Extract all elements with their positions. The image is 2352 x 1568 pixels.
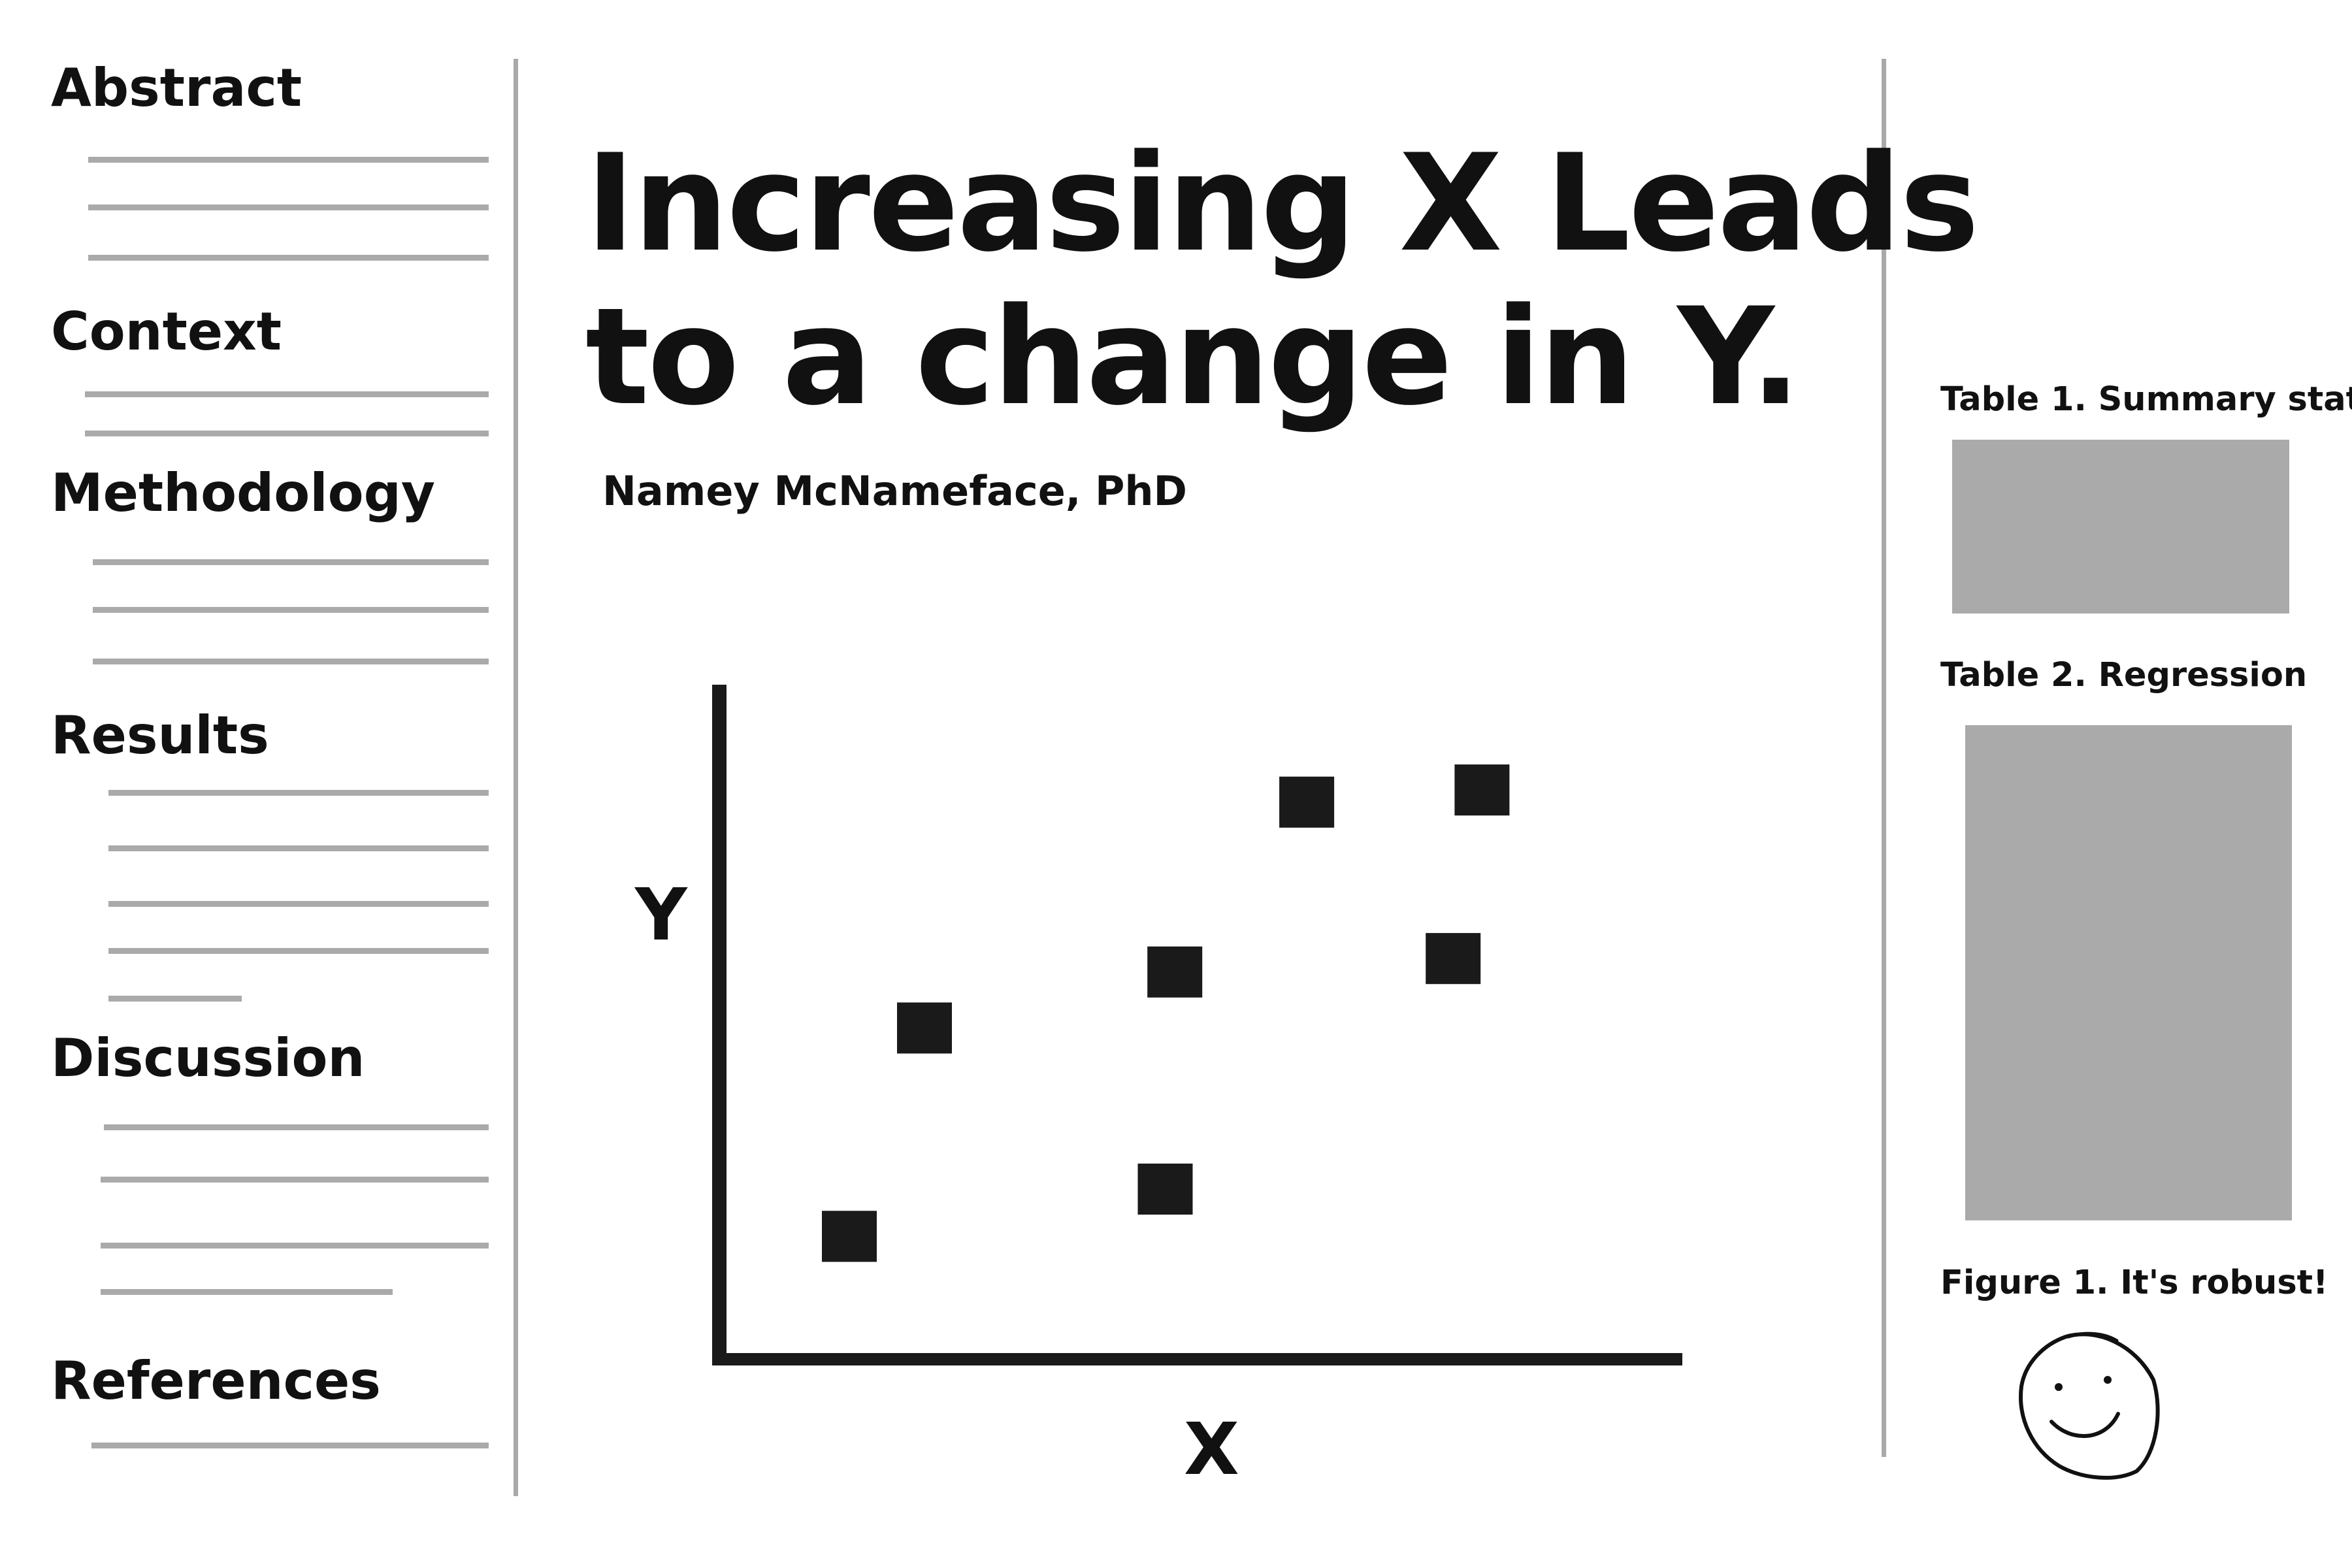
- section-heading-references: References: [51, 1350, 381, 1411]
- chart-x-axis-label: X: [1184, 1407, 1239, 1491]
- table-2-caption: Table 2. Regression: [1940, 656, 2308, 694]
- text-line: [85, 431, 489, 436]
- poster-title-line-1: Increasing X Leads: [585, 126, 1980, 282]
- text-line: [88, 157, 489, 163]
- figure-1-caption: Figure 1. It's robust!: [1940, 1264, 2328, 1302]
- table-2-placeholder: [1965, 725, 2292, 1220]
- chart-y-axis-label: Y: [635, 873, 687, 956]
- table-1-placeholder: [1952, 440, 2289, 613]
- poster-title-line-2: to a change in Y.: [585, 280, 1801, 435]
- right-column-divider: [1882, 59, 1886, 1457]
- text-line: [101, 1289, 393, 1295]
- scatter-point-1: [822, 1211, 877, 1262]
- section-heading-abstract: Abstract: [51, 57, 302, 118]
- chart-x-axis: [712, 1353, 1682, 1365]
- scatter-point-3: [1137, 1164, 1193, 1215]
- smiley-face-icon: [2019, 1331, 2160, 1480]
- scatter-point-4: [1147, 946, 1203, 998]
- text-line: [93, 659, 489, 664]
- section-heading-results: Results: [51, 705, 269, 766]
- text-line: [88, 255, 489, 261]
- text-line: [108, 901, 489, 907]
- text-line: [101, 1243, 489, 1249]
- poster-title: Increasing X Leads to a change in Y.: [585, 126, 1980, 435]
- text-line: [91, 1443, 489, 1448]
- text-line: [93, 607, 489, 613]
- text-line: [85, 391, 489, 397]
- text-line: [108, 996, 242, 1002]
- text-line: [108, 845, 489, 851]
- text-line: [108, 790, 489, 796]
- section-heading-methodology: Methodology: [51, 463, 436, 523]
- left-column-divider: [514, 59, 518, 1496]
- text-line: [104, 1124, 489, 1130]
- scatter-point-7: [1454, 764, 1510, 816]
- scatter-point-6: [1426, 933, 1481, 985]
- section-heading-discussion: Discussion: [51, 1028, 365, 1088]
- chart-y-axis: [712, 685, 727, 1365]
- text-line: [101, 1177, 489, 1183]
- author-name: Namey McNameface, PhD: [602, 467, 1188, 515]
- text-line: [88, 204, 489, 210]
- scatter-point-5: [1279, 776, 1335, 828]
- table-1-caption: Table 1. Summary stats: [1940, 380, 2352, 419]
- scatter-point-2: [897, 1002, 952, 1054]
- section-heading-context: Context: [51, 301, 282, 362]
- text-line: [93, 559, 489, 565]
- text-line: [108, 948, 489, 954]
- chart-points: [822, 764, 1510, 1262]
